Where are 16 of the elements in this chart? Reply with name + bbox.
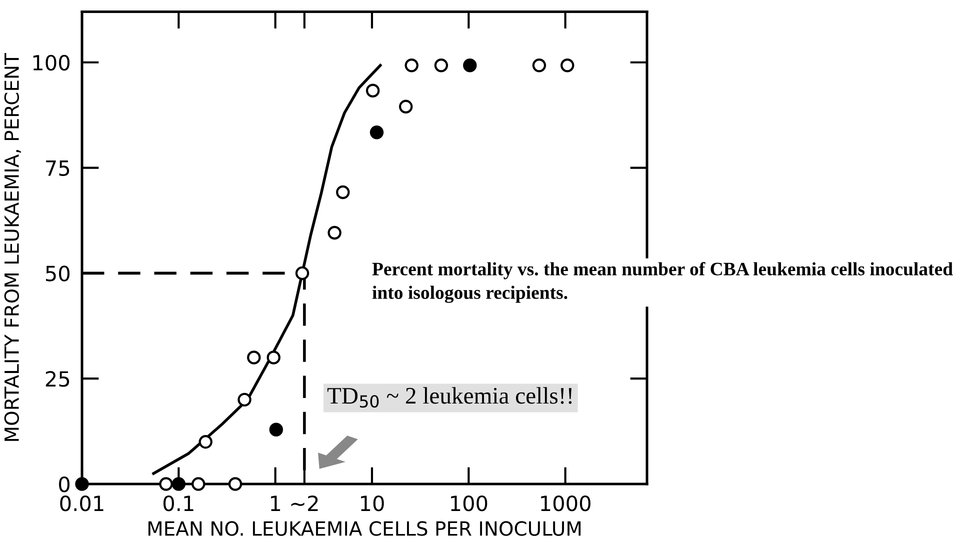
y-axis-title: MORTALITY FROM LEUKAEMIA, PERCENT xyxy=(4,53,22,441)
annotation: TD$_{50}$ ~ 2 leukemia cells!! xyxy=(327,387,572,408)
y-tick-label: 0 xyxy=(59,476,70,492)
y-tick-label: 75 xyxy=(46,160,70,176)
x-tick-label: 10 xyxy=(361,495,384,512)
x-tick-label: 0.1 xyxy=(163,495,194,512)
x-tick-label: 0.01 xyxy=(60,495,104,512)
x-tick-label: 1 xyxy=(270,496,280,511)
x-tick-label: 100 xyxy=(451,495,488,512)
x-tick-label: 1000 xyxy=(541,495,590,512)
x-axis-title: MEAN NO. LEUKAEMIA CELLS PER INOCULUM xyxy=(148,521,581,536)
annotation: Percent mortality vs. the mean number of CBA leukemia cells inoculated into isologous recipients. xyxy=(372,262,953,303)
y-tick-label: 25 xyxy=(46,371,70,387)
x-tick-label: ~2 xyxy=(291,495,318,511)
y-tick-label: 50 xyxy=(46,266,70,282)
y-tick-label: 100 xyxy=(33,54,70,71)
